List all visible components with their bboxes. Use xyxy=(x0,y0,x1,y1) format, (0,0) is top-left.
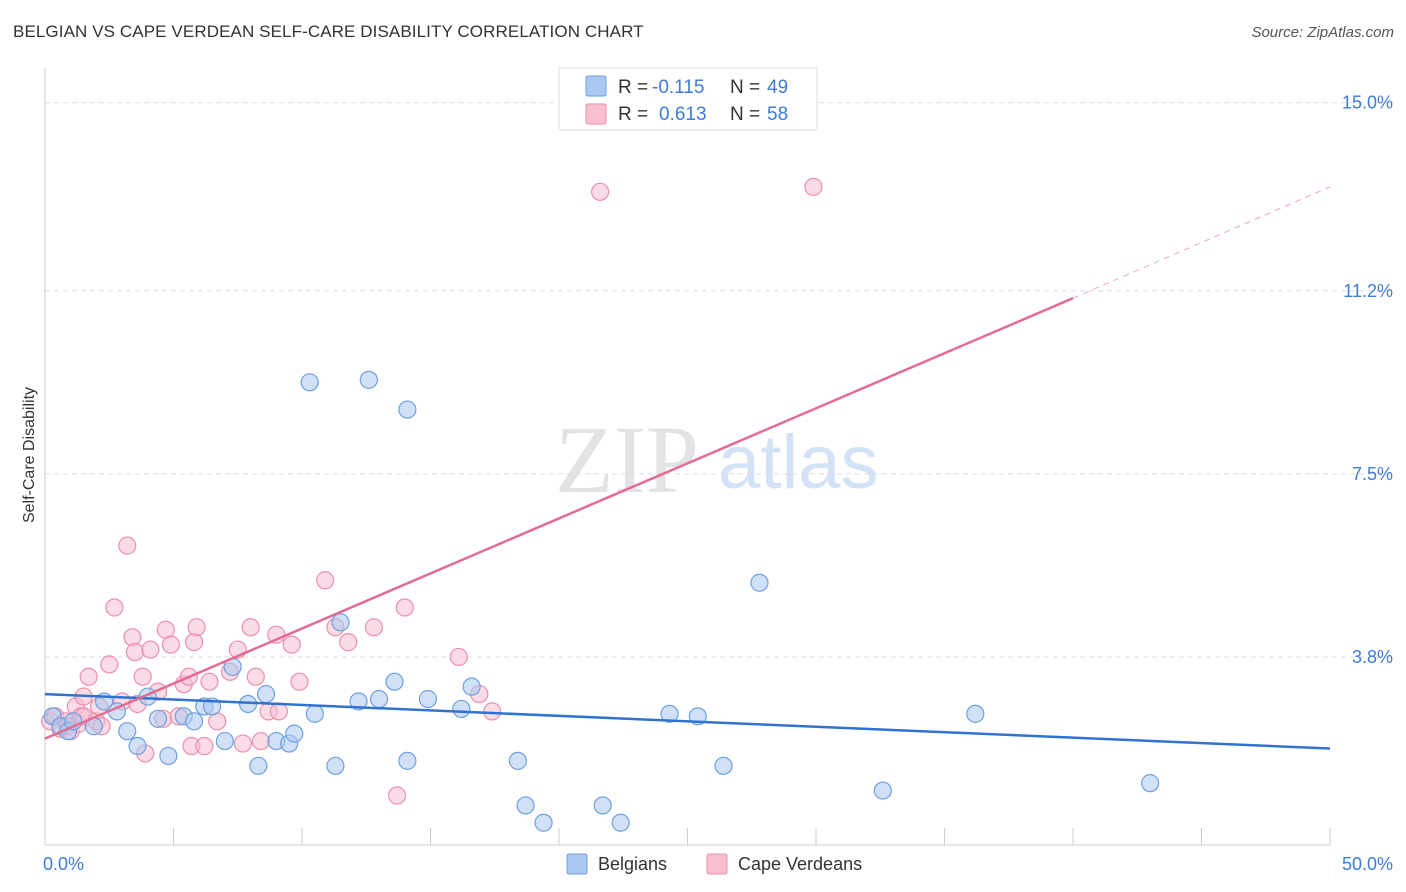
legend-n-label-belgian: N = xyxy=(730,77,760,98)
belgian-point-41 xyxy=(611,813,630,832)
cape-point-35 xyxy=(195,736,214,756)
cape-point-41 xyxy=(241,618,260,637)
belgian-point-23 xyxy=(285,724,304,743)
cape-point-16 xyxy=(105,598,124,617)
chart-title: BELGIAN VS CAPE VERDEAN SELF-CARE DISABI… xyxy=(13,22,644,41)
belgian-point-29 xyxy=(359,370,378,389)
cape-point-57 xyxy=(483,702,502,721)
series-legend: Belgians Cape Verdeans xyxy=(566,853,862,875)
belgian-point-39 xyxy=(534,813,553,832)
belgian-point-28 xyxy=(349,692,368,711)
cape-trend-extension xyxy=(1072,186,1331,299)
belgian-point-7 xyxy=(118,722,137,741)
cape-point-42 xyxy=(246,667,265,686)
belgian-point-34 xyxy=(418,689,438,709)
belgian-trend-line xyxy=(44,692,1331,750)
chart-source: Source: ZipAtlas.com xyxy=(1251,24,1394,41)
cape-point-19 xyxy=(123,628,142,647)
belgian-point-46 xyxy=(873,781,892,800)
y-tick-label-3: 15.0% xyxy=(1342,93,1393,113)
belgian-point-35 xyxy=(452,699,471,719)
bottom-legend-swatch-cape-verdeans xyxy=(706,853,728,875)
watermark-zip: ZIP xyxy=(555,406,699,513)
legend-r-label-belgian: R = xyxy=(618,77,648,98)
legend-swatch-cape-verdean xyxy=(585,103,607,125)
legend-swatch-belgian xyxy=(585,75,607,97)
legend-r-label-cape-verdean: R = xyxy=(618,104,648,125)
cape-point-15 xyxy=(100,655,119,674)
belgian-point-32 xyxy=(398,751,417,770)
cape-point-11 xyxy=(79,667,98,686)
belgian-point-11 xyxy=(159,746,178,766)
cape-point-53 xyxy=(387,786,407,805)
cape-point-48 xyxy=(290,672,309,691)
y-tick-label-0: 3.8% xyxy=(1352,647,1393,667)
legend-r-value-cape-verdean: 0.613 xyxy=(659,104,707,125)
cape-point-20 xyxy=(125,642,145,662)
cape-point-54 xyxy=(395,598,414,617)
cape-point-36 xyxy=(200,672,219,691)
cape-point-32 xyxy=(184,633,204,652)
cape-point-59 xyxy=(804,177,823,196)
cape-point-51 xyxy=(339,633,358,652)
belgian-point-10 xyxy=(148,709,168,728)
belgian-point-42 xyxy=(660,704,679,723)
belgian-point-44 xyxy=(714,756,733,775)
belgian-point-36 xyxy=(462,677,481,696)
cape-point-52 xyxy=(364,618,384,637)
x-tick-label-0: 0.0% xyxy=(43,854,84,874)
belgian-point-8 xyxy=(128,736,147,756)
y-axis-title: Self-Care Disability xyxy=(21,387,38,523)
belgian-point-27 xyxy=(331,613,350,632)
belgian-point-24 xyxy=(300,373,319,392)
cape-point-40 xyxy=(233,734,252,753)
cape-point-28 xyxy=(161,635,181,654)
cape-point-24 xyxy=(141,640,160,659)
bottom-legend-label-cape-verdeans: Cape Verdeans xyxy=(738,854,862,874)
y-tick-labels: 3.8% 7.5% 11.2% 15.0% xyxy=(1342,93,1393,667)
belgian-point-37 xyxy=(508,751,527,770)
bottom-legend-label-belgians: Belgians xyxy=(598,854,667,874)
belgian-point-19 xyxy=(249,756,268,775)
belgian-point-38 xyxy=(516,796,535,815)
belgian-point-20 xyxy=(256,684,276,704)
gridlines xyxy=(45,102,1392,658)
belgian-point-25 xyxy=(305,704,324,723)
cape-point-22 xyxy=(133,667,152,686)
y-tick-label-1: 7.5% xyxy=(1352,464,1393,484)
legend-r-value-belgian: -0.115 xyxy=(652,77,704,98)
legend-n-value-belgian: 49 xyxy=(767,77,788,98)
belgian-point-47 xyxy=(966,704,985,723)
cape-point-58 xyxy=(591,182,610,201)
cape-point-47 xyxy=(282,635,301,654)
cape-point-49 xyxy=(316,571,335,590)
correlation-legend: R = -0.115 N = 49 R = 0.613 N = 58 xyxy=(558,67,818,131)
watermark-atlas: atlas xyxy=(718,420,879,505)
cape-point-33 xyxy=(187,618,206,637)
belgian-point-33 xyxy=(398,400,417,419)
watermark: ZIP atlas xyxy=(555,406,879,513)
bottom-legend-swatch-belgians xyxy=(566,853,588,875)
belgian-point-16 xyxy=(215,731,234,751)
cape-trend-line xyxy=(44,297,1074,740)
cape-point-55 xyxy=(449,647,468,667)
belgian-point-40 xyxy=(593,796,612,815)
x-tick-labels: 0.0% 50.0% xyxy=(43,854,1393,874)
cape-point-43 xyxy=(251,731,270,751)
belgian-point-30 xyxy=(370,689,389,709)
belgian-point-45 xyxy=(750,573,769,592)
belgian-point-48 xyxy=(1140,774,1160,793)
cape-point-18 xyxy=(118,536,137,555)
x-tick-label-1: 50.0% xyxy=(1342,854,1393,874)
y-tick-label-2: 11.2% xyxy=(1343,281,1393,301)
belgian-point-13 xyxy=(184,712,204,731)
belgian-point-31 xyxy=(385,672,404,691)
legend-n-value-cape-verdean: 58 xyxy=(767,104,788,125)
belgian-point-26 xyxy=(326,756,345,775)
legend-n-label-cape-verdean: N = xyxy=(730,104,760,125)
trend-lines xyxy=(44,186,1331,750)
